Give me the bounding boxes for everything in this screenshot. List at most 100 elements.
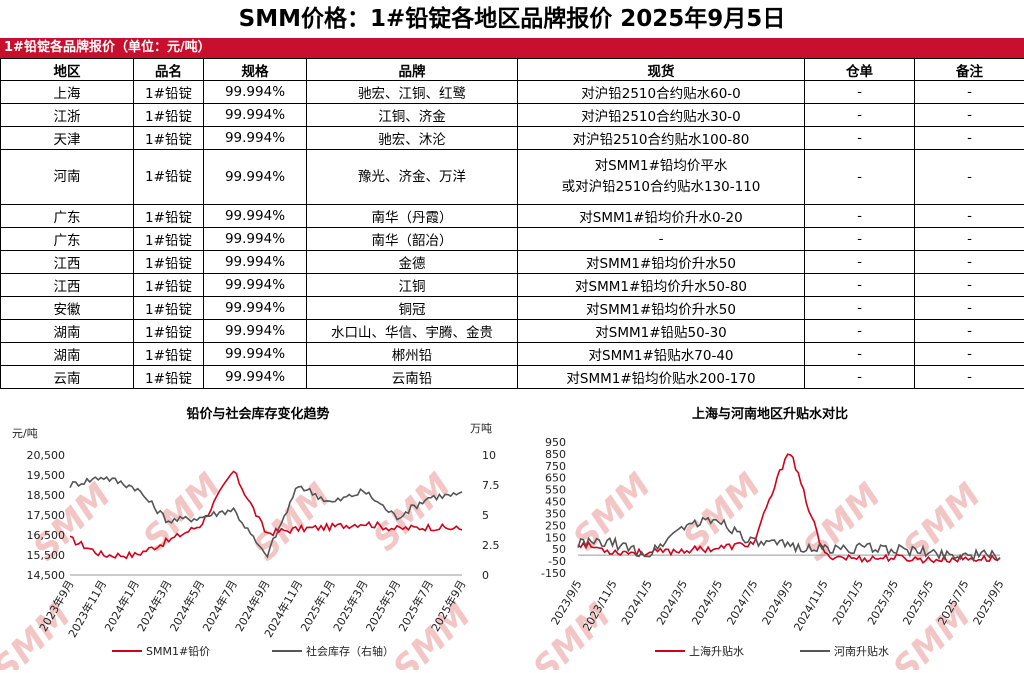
cell-spec: 99.994% bbox=[203, 103, 307, 127]
cell-warrant: - bbox=[804, 80, 915, 104]
table-row: 河南 1#铅锭 99.994% 豫光、济金、万洋 对SMM1#铅均价平水 或对沪铅2510… bbox=[0, 149, 1024, 205]
legend-label-inventory: 社会库存（右轴） bbox=[306, 644, 394, 658]
cell-region: 云南 bbox=[0, 365, 134, 389]
y-tick-label: 350 bbox=[545, 507, 566, 520]
watermark-logo: SMM bbox=[135, 465, 229, 559]
cell-spec: 99.994% bbox=[203, 250, 307, 274]
y2-tick-label: 10 bbox=[482, 449, 496, 462]
cell-product: 1#铅锭 bbox=[133, 273, 204, 297]
x-tick-label: 2024/7/5 bbox=[724, 578, 760, 627]
cell-brand: 金德 bbox=[306, 250, 518, 274]
y-tick-label: -150 bbox=[541, 567, 566, 580]
x-tick-label: 2024/5/5 bbox=[689, 578, 725, 627]
cell-spot: 对SMM1#铅贴水70-40 bbox=[517, 342, 805, 366]
cell-brand: 江铜、济金 bbox=[306, 103, 518, 127]
cell-region: 江西 bbox=[0, 273, 134, 297]
cell-region: 湖南 bbox=[0, 319, 134, 343]
cell-spot: 对SMM1#铅贴50-30 bbox=[517, 319, 805, 343]
cell-region: 江浙 bbox=[0, 103, 134, 127]
cell-product: 1#铅锭 bbox=[133, 296, 204, 320]
cell-brand: 郴州铅 bbox=[306, 342, 518, 366]
y-axis-label: 元/吨 bbox=[12, 427, 38, 440]
y-tick-label: 150 bbox=[545, 531, 566, 544]
cell-brand: 驰宏、江铜、红鹭 bbox=[306, 80, 518, 104]
cell-region: 天津 bbox=[0, 126, 134, 150]
watermark-logo: SMM bbox=[385, 595, 479, 670]
cell-spot: 对SMM1#铅均价平水 或对沪铅2510合约贴水130-110 bbox=[517, 149, 805, 205]
y-tick-label: 750 bbox=[545, 460, 566, 473]
y2-tick-label: 0 bbox=[482, 569, 489, 582]
cell-spot: 对沪铅2510合约贴水30-0 bbox=[517, 103, 805, 127]
cell-spec: 99.994% bbox=[203, 80, 307, 104]
cell-product: 1#铅锭 bbox=[133, 365, 204, 389]
table-row: 上海 1#铅锭 99.994% 驰宏、江铜、红鹭 对沪铅2510合约贴水60-0- - bbox=[0, 80, 1024, 104]
y-tick-label: -50 bbox=[548, 555, 566, 568]
y-tick-label: 18,500 bbox=[27, 489, 66, 502]
x-tick-label: 2024/11/5 bbox=[791, 578, 830, 633]
premium-comparison-chart: 上海与河南地区升贴水对比 SMM SMM SMM SMM SMM SMM 950 850 750… bbox=[520, 400, 1024, 670]
legend-label-shanghai: 上海升贴水 bbox=[689, 644, 744, 658]
y-tick-label: 50 bbox=[552, 543, 566, 556]
cell-spec: 99.994% bbox=[203, 204, 307, 228]
cell-spot: 对SMM1#铅均价升水50 bbox=[517, 250, 805, 274]
y-tick-label: 20,500 bbox=[27, 449, 66, 462]
cell-region: 湖南 bbox=[0, 342, 134, 366]
cell-warrant: - bbox=[804, 319, 915, 343]
cell-warrant: - bbox=[804, 149, 915, 205]
cell-spec: 99.994% bbox=[203, 319, 307, 343]
y2-tick-label: 5 bbox=[482, 509, 489, 522]
cell-product: 1#铅锭 bbox=[133, 204, 204, 228]
page-title: SMM价格：1#铅锭各地区品牌报价 2025年9月5日 bbox=[238, 6, 786, 32]
cell-warrant: - bbox=[804, 250, 915, 274]
series-line-0 bbox=[69, 470, 463, 560]
cell-region: 河南 bbox=[0, 149, 134, 205]
cell-spec: 99.994% bbox=[203, 296, 307, 320]
cell-brand: 驰宏、沐沦 bbox=[306, 126, 518, 150]
cell-product: 1#铅锭 bbox=[133, 319, 204, 343]
table-row: 湖南 1#铅锭 99.994% 郴州铅 对SMM1#铅贴水70-40- - bbox=[0, 342, 1024, 366]
watermark-logo: SMM bbox=[885, 595, 979, 670]
cell-note: - bbox=[914, 149, 1024, 205]
y-tick-label: 550 bbox=[545, 484, 566, 497]
price-table: 地区 品名 规格 品牌 现货 仓单 备注 上海 1#铅锭 99.994% 驰宏、江铜、红鹭 对沪铅2… bbox=[0, 58, 1024, 389]
table-row: 广东 1#铅锭 99.994% 南华（韶冶） - - - bbox=[0, 227, 1024, 251]
cell-spot: 对SMM1#铅均价升水50 bbox=[517, 296, 805, 320]
y-tick-label: 19,500 bbox=[27, 469, 66, 482]
cell-product: 1#铅锭 bbox=[133, 149, 204, 205]
cell-warrant: - bbox=[804, 103, 915, 127]
table-row: 天津 1#铅锭 99.994% 驰宏、沐沦 对沪铅2510合约贴水100-80- - bbox=[0, 126, 1024, 150]
cell-product: 1#铅锭 bbox=[133, 227, 204, 251]
header-note: 备注 bbox=[914, 58, 1024, 81]
lead-price-inventory-chart: 铅价与社会库存变化趋势 SMM SMM SMM SMM SMM SMM 元/吨 万吨 20,50… bbox=[0, 400, 500, 670]
cell-note: - bbox=[914, 365, 1024, 389]
cell-product: 1#铅锭 bbox=[133, 103, 204, 127]
cell-product: 1#铅锭 bbox=[133, 80, 204, 104]
cell-brand: 水口山、华信、宇腾、金贵 bbox=[306, 319, 518, 343]
cell-product: 1#铅锭 bbox=[133, 250, 204, 274]
cell-note: - bbox=[914, 126, 1024, 150]
cell-brand: 豫光、济金、万洋 bbox=[306, 149, 518, 205]
x-tick-label: 2025/9/5 bbox=[971, 578, 1007, 627]
x-tick-label: 2024/1/5 bbox=[619, 578, 655, 627]
cell-region: 上海 bbox=[0, 80, 134, 104]
table-caption: 1#铅锭各品牌报价（单位：元/吨） bbox=[0, 38, 1024, 58]
legend-label-henan: 河南升贴水 bbox=[834, 644, 889, 658]
y-tick-label: 250 bbox=[545, 519, 566, 532]
x-tick-label: 2024/3/5 bbox=[654, 578, 690, 627]
chart2-title: 上海与河南地区升贴水对比 bbox=[692, 406, 848, 422]
table-row: 江西 1#铅锭 99.994% 江铜 对SMM1#铅均价升水50-80- - bbox=[0, 273, 1024, 297]
price-table-section: 1#铅锭各品牌报价（单位：元/吨） 地区 品名 规格 品牌 现货 仓单 备注 上海 1#铅锭 9… bbox=[0, 38, 1024, 389]
cell-warrant: - bbox=[804, 342, 915, 366]
cell-product: 1#铅锭 bbox=[133, 342, 204, 366]
y-tick-label: 14,500 bbox=[27, 569, 66, 582]
cell-spec: 99.994% bbox=[203, 342, 307, 366]
cell-warrant: - bbox=[804, 227, 915, 251]
cell-note: - bbox=[914, 227, 1024, 251]
header-brand: 品牌 bbox=[306, 58, 518, 81]
cell-region: 安徽 bbox=[0, 296, 134, 320]
table-row: 江西 1#铅锭 99.994% 金德 对SMM1#铅均价升水50- - bbox=[0, 250, 1024, 274]
cell-product: 1#铅锭 bbox=[133, 126, 204, 150]
cell-spec: 99.994% bbox=[203, 273, 307, 297]
